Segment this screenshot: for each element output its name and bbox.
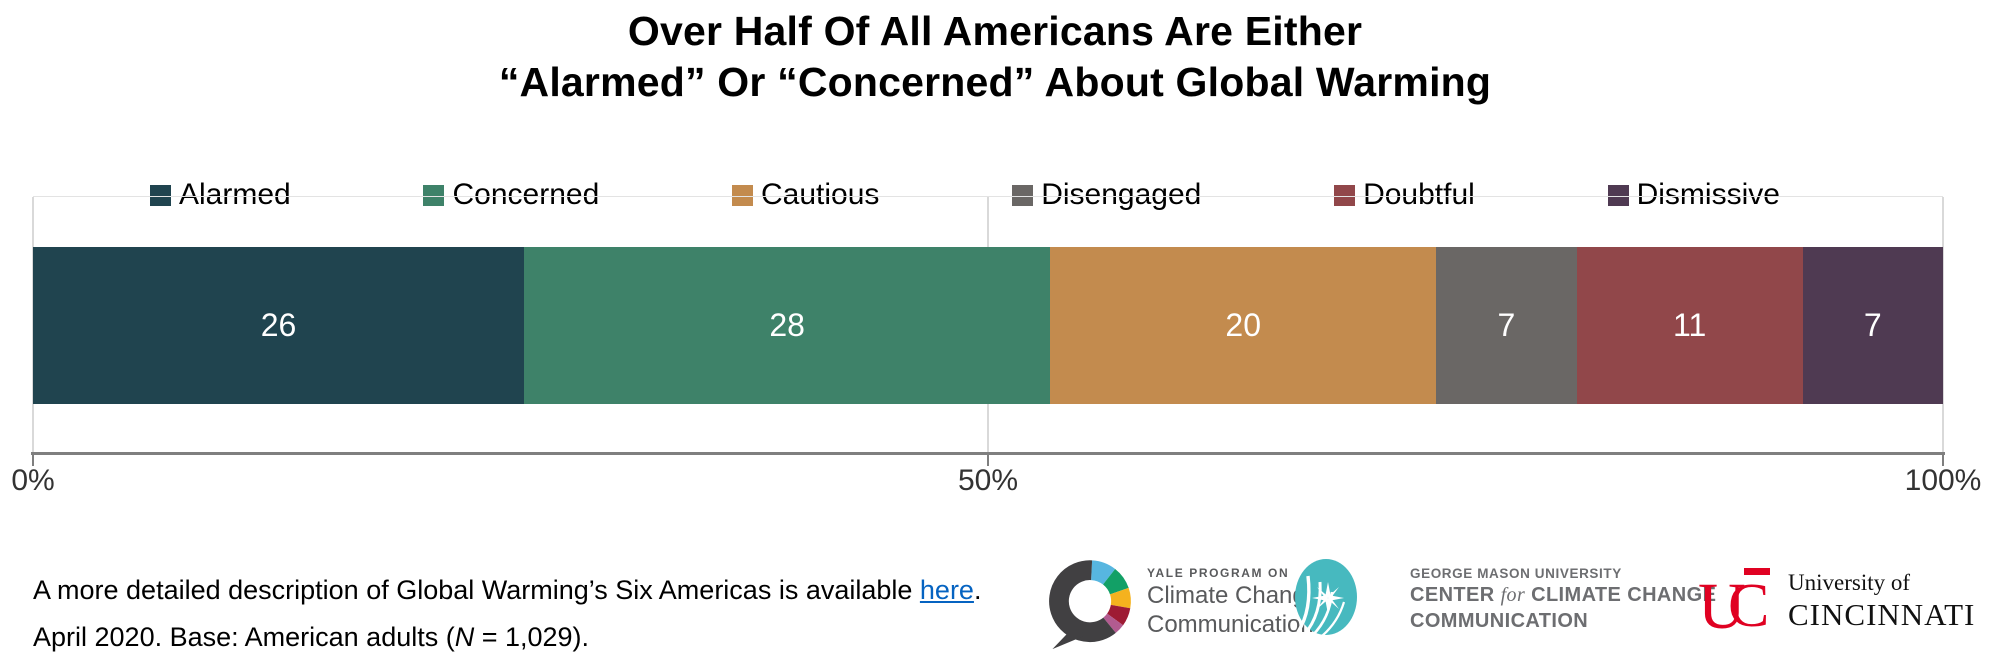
bar-value-label: 7	[1497, 307, 1516, 343]
bar-segment-disengaged: 7	[1436, 247, 1577, 404]
legend-label: Alarmed	[179, 178, 291, 211]
bar-segment-doubtful: 11	[1576, 247, 1803, 404]
tick-label-0: 0%	[11, 464, 55, 497]
uc-logo: U C University of CINCINNATI	[1698, 566, 1975, 636]
footnote: A more detailed description of Global Wa…	[33, 574, 981, 654]
yale-speech-bubble-icon	[1049, 560, 1131, 650]
legend-item-disengaged: Disengaged	[1012, 178, 1201, 212]
footnote-text-end: .	[973, 575, 982, 605]
uc-logo-text: University of CINCINNATI	[1788, 566, 1975, 636]
legend-item-doubtful: Doubtful	[1334, 178, 1475, 212]
gmu-circle-icon	[1295, 559, 1357, 637]
legend-item-concerned: Concerned	[423, 178, 599, 212]
bar-value-label: 7	[1863, 307, 1882, 343]
yale-logo: YALE PROGRAM ON Climate Change Communica…	[1043, 556, 1319, 652]
footnote-line2: April 2020. Base: American adults (N = 1…	[33, 621, 981, 654]
svg-text:U: U	[1698, 570, 1746, 636]
x-axis-line	[31, 452, 1945, 455]
footnote-base-end: = 1,029).	[474, 622, 590, 652]
legend-swatch-icon	[150, 184, 171, 206]
legend-item-cautious: Cautious	[732, 178, 879, 212]
plot-top-border	[33, 196, 1943, 197]
footnote-n-italic: N	[454, 622, 475, 652]
uc-monogram-icon: U C	[1698, 568, 1770, 636]
chart-title-line1: Over Half Of All Americans Are Either	[627, 8, 1363, 54]
footnote-line1: A more detailed description of Global Wa…	[33, 574, 981, 607]
yale-logo-text: YALE PROGRAM ON Climate Change Communica…	[1147, 556, 1319, 652]
legend-swatch-icon	[423, 184, 445, 206]
uc-university-of-label: University of	[1788, 570, 1911, 595]
bar-segment-concerned: 28	[524, 247, 1051, 404]
footnote-base-text: April 2020. Base: American adults (	[33, 622, 455, 652]
legend-label: Concerned	[452, 178, 600, 211]
legend-label: Disengaged	[1041, 178, 1202, 211]
bar-segment-cautious: 20	[1050, 247, 1437, 404]
legend-item-dismissive: Dismissive	[1607, 178, 1780, 212]
bar-value-label: 11	[1673, 307, 1707, 343]
legend: Alarmed Concerned Cautious Disengaged Doubtf…	[150, 178, 1780, 212]
here-link[interactable]: here	[919, 575, 974, 605]
tick-0	[32, 455, 34, 466]
footnote-text: A more detailed description of Global Wa…	[33, 575, 920, 605]
legend-swatch-icon	[1607, 184, 1629, 206]
tick-100	[1942, 455, 1944, 466]
yale-communication-label: Communication	[1147, 611, 1314, 638]
chart-title-line2: “Alarmed” Or “Concerned” About Global Wa…	[498, 59, 1492, 105]
gmu-university-label: GEORGE MASON UNIVERSITY	[1410, 566, 1622, 581]
bar-value-label: 26	[260, 307, 297, 343]
legend-swatch-icon	[1012, 184, 1034, 206]
legend-swatch-icon	[1334, 184, 1356, 206]
plot-area: 26 28 20 7 11 7	[31, 196, 1945, 466]
gmu-for-italic: for	[1500, 584, 1526, 606]
bar-value-label: 20	[1225, 307, 1262, 343]
tick-50	[987, 455, 989, 466]
svg-text:C: C	[1728, 572, 1769, 636]
stacked-bar: 26 28 20 7 11 7	[33, 247, 1944, 404]
tick-label-100: 100%	[1904, 464, 1982, 497]
gmu-communication-label: COMMUNICATION	[1410, 610, 1589, 632]
legend-swatch-icon	[732, 184, 754, 206]
gmu-center-pre: CENTER	[1410, 584, 1501, 606]
uc-cincinnati-label: CINCINNATI	[1788, 597, 1976, 632]
legend-label: Cautious	[761, 178, 880, 211]
bar-segment-alarmed: 26	[33, 247, 525, 404]
tick-label-50: 50%	[957, 464, 1019, 497]
bar-value-label: 28	[769, 307, 805, 343]
yale-program-on-label: YALE PROGRAM ON	[1147, 566, 1290, 580]
legend-label: Dismissive	[1636, 178, 1780, 211]
gmu-center-label: CENTER for CLIMATE CHANGE	[1410, 583, 1716, 607]
gmu-logo-text: GEORGE MASON UNIVERSITY CENTER for CLIMA…	[1410, 558, 1716, 638]
gmu-center-post: CLIMATE CHANGE	[1525, 584, 1717, 606]
chart-title: Over Half Of All Americans Are Either “A…	[0, 6, 1990, 108]
legend-label: Doubtful	[1363, 178, 1475, 211]
bar-segment-dismissive: 7	[1802, 247, 1944, 404]
yale-climate-change-label: Climate Change	[1147, 582, 1320, 609]
gmu-logo: GEORGE MASON UNIVERSITY CENTER for CLIMA…	[1292, 558, 1716, 638]
legend-item-alarmed: Alarmed	[150, 178, 291, 212]
